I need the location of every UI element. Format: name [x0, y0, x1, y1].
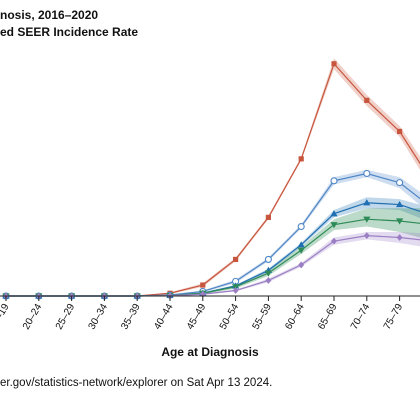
confidence-band [6, 58, 420, 296]
data-point [297, 222, 305, 231]
x-tick-label: 60–64 [283, 302, 307, 332]
chart-subtitle: ed SEER Incidence Rate [0, 25, 139, 39]
data-point [298, 261, 305, 269]
data-point [200, 282, 206, 288]
data-point [264, 255, 272, 263]
data-point [363, 232, 370, 240]
x-tick-label: 30–34 [87, 302, 111, 332]
x-axis-ticks: 15–19 20–24 25–29 30–34 35–39 40–44 45–49 50–54… [0, 296, 406, 332]
series-line [6, 218, 420, 297]
data-point [297, 241, 305, 248]
x-tick-label: 35–39 [119, 302, 143, 332]
x-tick-label: 50–54 [218, 302, 242, 332]
data-point [331, 61, 337, 67]
series-line [6, 235, 420, 297]
chart-title: nosis, 2016–2020 [0, 8, 99, 22]
x-tick-label: 65–69 [316, 302, 340, 332]
data-point [396, 200, 404, 208]
x-tick-label: 75–79 [382, 302, 406, 332]
data-point [265, 214, 271, 220]
data-point [298, 156, 304, 162]
x-tick-label: 55–59 [251, 302, 275, 332]
data-point [232, 287, 239, 294]
confidence-band [6, 208, 420, 296]
data-point [363, 169, 371, 178]
data-point [397, 128, 403, 135]
x-axis-label: Age at Diagnosis [161, 345, 259, 359]
x-tick-label: 40–44 [152, 302, 176, 332]
x-tick-label: 15–19 [0, 302, 12, 332]
x-tick-label: 70–74 [349, 302, 373, 332]
series-markers [2, 61, 404, 300]
confidence-band [6, 197, 420, 296]
data-point [363, 216, 371, 223]
confidence-bands [6, 58, 420, 296]
data-point [396, 179, 404, 187]
series-line [6, 62, 420, 297]
data-point [364, 97, 370, 103]
data-point [330, 210, 338, 217]
data-point [265, 277, 272, 284]
x-tick-label: 45–49 [185, 302, 209, 332]
x-tick-label: 20–24 [21, 302, 45, 332]
data-point [330, 222, 338, 229]
data-point [264, 270, 272, 277]
data-point [297, 247, 305, 254]
data-point [233, 256, 239, 263]
data-point [330, 177, 338, 185]
series-lines [6, 62, 420, 297]
data-point [396, 218, 404, 225]
x-tick-label: 25–29 [54, 302, 78, 332]
data-point [363, 199, 371, 206]
source-note: er.gov/statistics-network/explorer on Sa… [0, 377, 273, 389]
data-point [331, 237, 337, 245]
data-point [396, 234, 403, 241]
confidence-band [6, 232, 420, 296]
